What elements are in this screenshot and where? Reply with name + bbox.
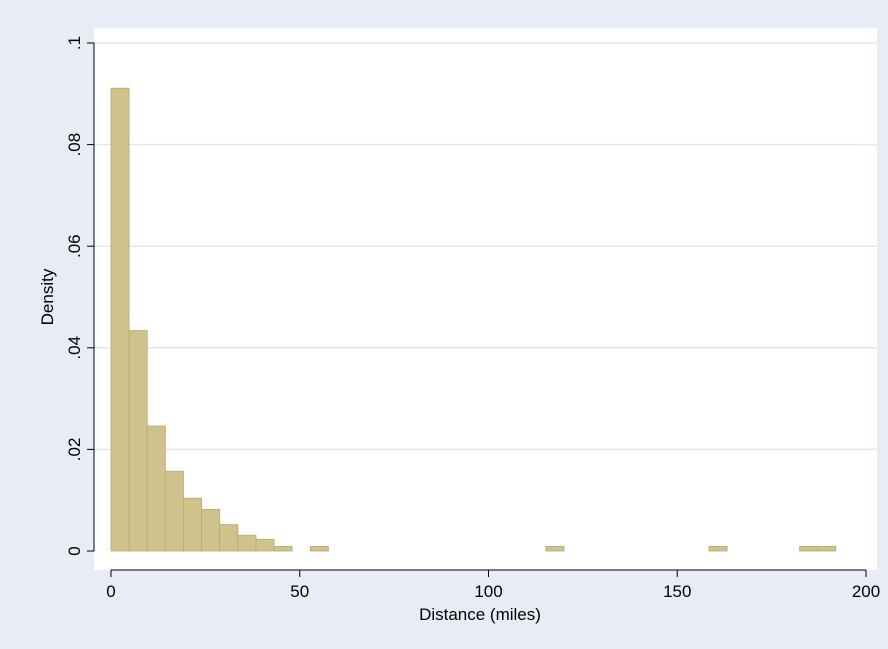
histogram-bar xyxy=(165,471,183,551)
y-tick-label: .04 xyxy=(65,336,84,360)
y-tick-label: .08 xyxy=(65,133,84,157)
y-tick-label: .1 xyxy=(65,36,84,50)
y-tick-label: .02 xyxy=(65,438,84,462)
histogram-bar xyxy=(147,426,165,551)
histogram-bar xyxy=(709,546,727,551)
histogram-bar xyxy=(202,509,220,551)
x-axis: 0 50 100 150 200 xyxy=(106,570,880,601)
y-axis-title: Density xyxy=(38,268,57,325)
x-tick-label: 50 xyxy=(290,582,309,601)
y-tick-label: 0 xyxy=(65,546,84,555)
histogram-bar xyxy=(274,546,292,551)
histogram-bar xyxy=(818,546,836,551)
x-tick-label: 100 xyxy=(474,582,502,601)
x-tick-label: 150 xyxy=(663,582,691,601)
histogram-bar xyxy=(546,546,564,551)
histogram-bar xyxy=(800,546,818,551)
histogram-bar xyxy=(256,539,274,551)
x-axis-title: Distance (miles) xyxy=(419,605,541,624)
histogram-bar xyxy=(129,331,147,551)
x-tick-label: 0 xyxy=(106,582,115,601)
x-tick-label: 200 xyxy=(852,582,880,601)
histogram-bar xyxy=(220,525,238,551)
histogram-bar xyxy=(111,88,129,551)
histogram-bar xyxy=(310,546,328,551)
histogram-bar xyxy=(183,498,201,551)
plot-area xyxy=(94,28,877,570)
y-tick-label: .06 xyxy=(65,234,84,258)
histogram-bar xyxy=(238,535,256,551)
y-axis: 0 .02 .04 .06 .08 .1 xyxy=(65,36,94,556)
